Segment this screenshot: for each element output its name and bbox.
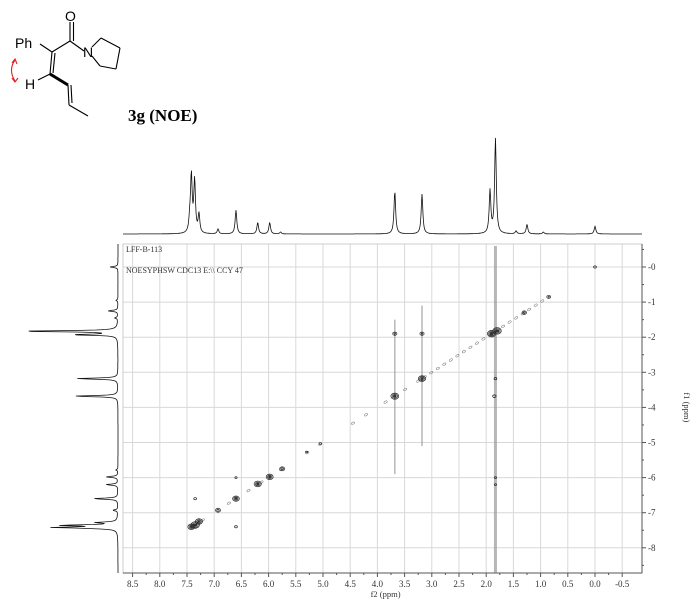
x-tick-label: 4.5 <box>345 579 357 589</box>
cross-peak-contour <box>235 526 238 528</box>
x-tick-label: 7.0 <box>209 579 221 589</box>
ph-label: Ph <box>15 35 32 51</box>
diagonal-trace <box>364 413 368 417</box>
compound-label: 3g (NOE) <box>128 106 197 126</box>
y-tick-label: -4 <box>648 402 656 412</box>
x-tick-label: 8.0 <box>154 579 166 589</box>
nitrogen-label: N <box>83 44 93 60</box>
x-tick-label: 7.5 <box>181 579 193 589</box>
x-tick-label: 2.5 <box>453 579 465 589</box>
cross-peak-contour <box>281 468 284 470</box>
y-tick-label: -6 <box>648 473 656 483</box>
y-axis-label: f1 (ppm) <box>682 392 692 422</box>
diagonal-trace <box>227 501 231 505</box>
x-tick-label: 3.0 <box>426 579 438 589</box>
y-tick-label: -1 <box>648 297 656 307</box>
diagonal-trace <box>534 303 538 307</box>
x-tick-label: 4.0 <box>372 579 384 589</box>
x-tick-label: 6.5 <box>236 579 248 589</box>
plot-area: 8.5 8.0 7.5 7.0 6.5 6.0 5.5 5.0 4.5 4.0 3.5 3.0 2.5 2… <box>29 138 692 599</box>
diagonal-trace <box>468 346 472 350</box>
x-tick-label: 5.0 <box>317 579 329 589</box>
x-tick-label: 3.5 <box>399 579 411 589</box>
y-tick-label: -0 <box>648 262 656 272</box>
diagonal-trace <box>449 358 453 362</box>
info-line: LFF-B-113 <box>126 245 162 254</box>
cross-peak-core <box>190 525 193 528</box>
cross-peak-contour <box>548 296 549 297</box>
cross-peak-core <box>256 483 259 486</box>
hydrogen-label: H <box>25 76 35 92</box>
x-tick-label: 1.0 <box>535 579 547 589</box>
diagonal-trace <box>501 324 505 328</box>
cross-peak-core <box>235 497 238 499</box>
x-axis-label: f2 (ppm) <box>371 589 401 599</box>
x-tick-label: 0.5 <box>562 579 574 589</box>
x-tick-label: -0.5 <box>615 579 630 589</box>
diagonal-trace <box>351 421 355 425</box>
y-tick-label: -7 <box>648 508 656 518</box>
x-tick-label: 0.0 <box>589 579 601 589</box>
cross-peak-core <box>197 520 200 523</box>
cross-peak-core <box>420 377 423 380</box>
cross-peak-core <box>495 329 499 332</box>
diagonal-trace <box>436 367 440 371</box>
cross-peak-contour <box>194 498 197 500</box>
x-tick-label: 1.5 <box>508 579 520 589</box>
x-tick-label: 8.5 <box>127 579 139 589</box>
diagonal-trace <box>403 388 407 392</box>
y-tick-label: -5 <box>648 438 656 448</box>
top-projection-spectrum <box>123 138 642 234</box>
diagonal-trace <box>246 489 250 493</box>
diagonal-trace <box>462 350 466 354</box>
x-tick-label: 5.5 <box>290 579 302 589</box>
info-line: NOESYPHSW CDC13 E:\\ CCY 47 <box>126 266 243 275</box>
cross-peak-core <box>393 395 396 398</box>
diagonal-trace <box>514 316 518 320</box>
cross-peak-contour <box>215 508 220 512</box>
cross-peak-contour <box>547 295 551 298</box>
y-tick-label: -2 <box>648 332 656 342</box>
x-tick-label: 2.0 <box>481 579 493 589</box>
diagonal-trace <box>475 341 479 345</box>
diagonal-trace <box>527 308 531 312</box>
left-projection-spectrum <box>29 244 118 573</box>
oxygen-label: O <box>65 8 76 24</box>
y-tick-label: -3 <box>648 367 656 377</box>
diagonal-trace <box>442 362 446 366</box>
diagonal-trace <box>508 320 512 324</box>
diagonal-trace <box>384 400 388 404</box>
x-tick-label: 6.0 <box>263 579 275 589</box>
cross-peak-core <box>268 476 271 479</box>
y-tick-label: -8 <box>648 543 656 553</box>
cross-peak-contour <box>217 509 220 511</box>
